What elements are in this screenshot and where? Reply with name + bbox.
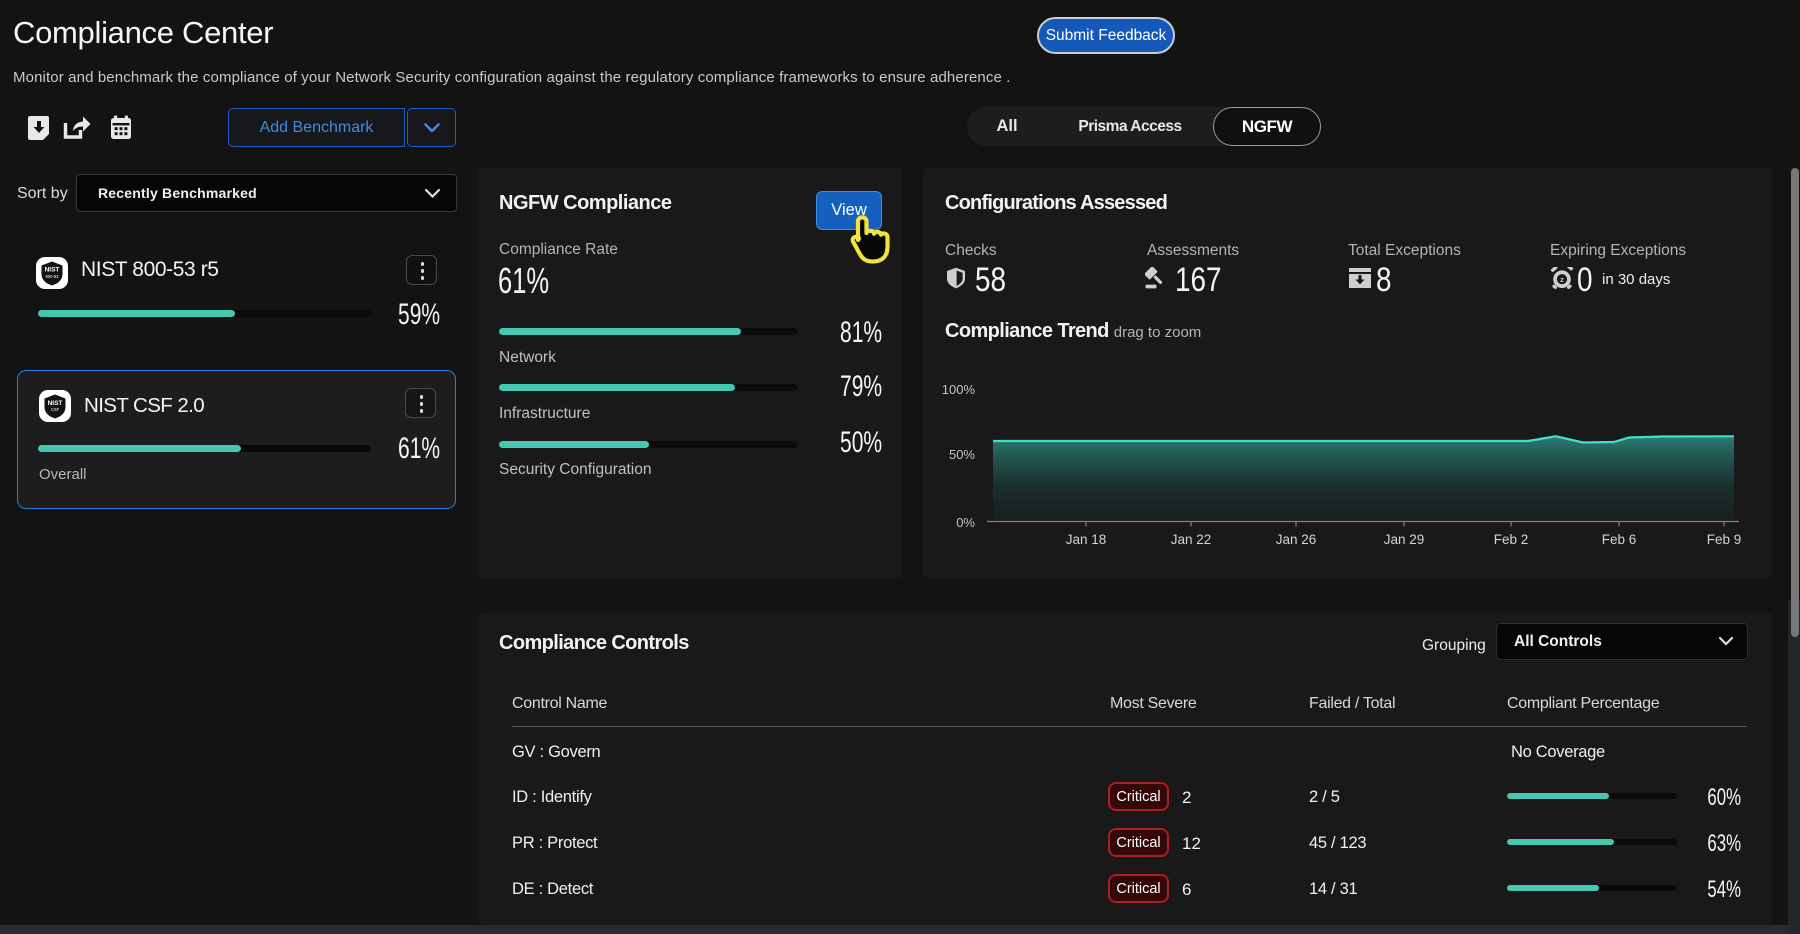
- svg-text:50%: 50%: [949, 447, 975, 462]
- svg-text:Jan 22: Jan 22: [1171, 532, 1212, 547]
- svg-text:z: z: [1560, 275, 1564, 284]
- svg-text:Jan 26: Jan 26: [1276, 532, 1317, 547]
- svg-text:CSF: CSF: [51, 407, 60, 412]
- svg-text:Jan 29: Jan 29: [1384, 532, 1425, 547]
- svg-text:NIST: NIST: [45, 267, 60, 274]
- svg-text:Jan 18: Jan 18: [1066, 532, 1107, 547]
- svg-text:Feb 9: Feb 9: [1707, 532, 1742, 547]
- svg-text:0%: 0%: [956, 515, 975, 530]
- svg-text:800-53: 800-53: [45, 274, 59, 279]
- svg-text:Feb 2: Feb 2: [1494, 532, 1529, 547]
- svg-text:NIST: NIST: [48, 400, 63, 407]
- svg-text:Feb 6: Feb 6: [1602, 532, 1637, 547]
- svg-text:100%: 100%: [942, 382, 976, 397]
